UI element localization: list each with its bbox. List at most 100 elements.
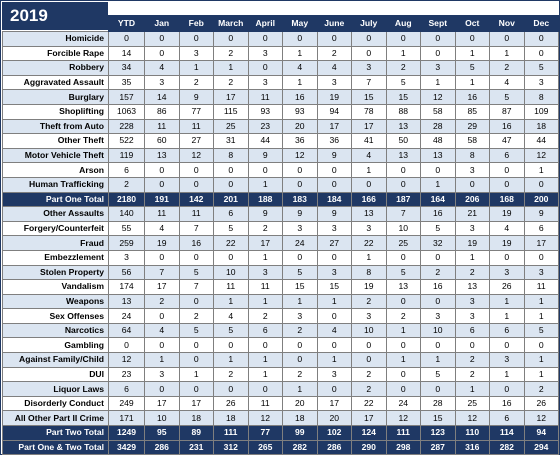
table-row: Sex Offenses 24 0 2 4 2 3 0 3 2 3 3 1 1 [2,308,559,324]
month-cell: 11 [213,279,249,295]
month-cell: 58 [454,133,490,149]
month-cell: 0 [489,31,525,47]
row-label: Disorderly Conduct [2,395,109,412]
month-cell: 164 [420,191,456,208]
column-header-june: June [316,15,352,32]
month-cell: 44 [247,133,283,149]
month-cell: 6 [454,322,490,339]
ytd-cell: 259 [108,235,145,251]
month-cell: 58 [420,103,456,120]
month-cell: 94 [523,425,559,441]
ytd-cell: 1249 [108,425,145,441]
month-cell: 1 [213,352,249,368]
month-cell: 0 [282,337,318,354]
month-cell: 10 [385,220,421,237]
month-cell: 19 [316,89,352,105]
month-cell: 3 [489,352,525,368]
month-cell: 0 [247,60,283,76]
month-cell: 7 [178,279,214,295]
month-cell: 0 [247,31,283,47]
month-cell: 0 [523,31,559,47]
month-cell: 1 [144,352,180,368]
month-cell: 2 [178,308,214,324]
month-cell: 0 [523,249,559,266]
month-cell: 1 [454,381,490,397]
month-cell: 1 [420,74,456,91]
month-cell: 0 [178,352,214,368]
month-cell: 124 [351,425,387,441]
month-cell: 0 [385,366,421,383]
month-cell: 12 [454,410,490,427]
month-cell: 3 [282,308,318,324]
month-cell: 3 [247,74,283,91]
month-cell: 2 [489,60,525,76]
table-row: Arson 6 0 0 0 0 0 0 1 0 0 3 0 1 [2,162,559,178]
month-cell: 0 [316,249,352,266]
month-cell: 0 [454,176,490,193]
month-cell: 29 [454,118,490,135]
month-cell: 13 [144,147,180,164]
month-cell: 0 [316,162,352,178]
column-header-oct: Oct [454,15,490,32]
month-cell: 1 [247,366,283,383]
month-cell: 0 [385,31,421,47]
month-cell: 5 [420,366,456,383]
month-cell: 1 [247,249,283,266]
table-row: Liquor Laws 6 0 0 0 0 1 0 2 0 0 1 0 2 [2,381,559,397]
month-cell: 78 [351,103,387,120]
month-cell: 26 [213,395,249,412]
ytd-cell: 6 [108,381,145,397]
ytd-cell: 55 [108,220,145,237]
table-row: Motor Vehicle Theft 119 13 12 8 9 12 9 4 13 13 8 6 12 [2,147,559,164]
month-cell: 17 [316,395,352,412]
month-cell: 2 [351,381,387,397]
month-cell: 3 [316,264,352,281]
month-cell: 18 [282,410,318,427]
month-cell: 50 [385,133,421,149]
month-cell: 16 [420,206,456,222]
ytd-cell: 14 [108,45,145,62]
table-row: Against Family/Child 12 1 0 1 1 0 1 0 1 1 2 3 1 [2,352,559,368]
month-cell: 1 [454,45,490,62]
month-cell: 11 [144,118,180,135]
month-cell: 12 [247,410,283,427]
table-row: Weapons 13 2 0 1 1 1 1 2 0 0 3 1 1 [2,293,559,310]
month-cell: 17 [351,410,387,427]
month-cell: 5 [213,220,249,237]
month-cell: 1 [178,60,214,76]
row-label: Motor Vehicle Theft [2,147,109,164]
month-cell: 114 [489,425,525,441]
month-cell: 1 [282,74,318,91]
month-cell: 231 [178,439,214,455]
month-cell: 3 [454,308,490,324]
month-cell: 16 [420,279,456,295]
month-cell: 3 [316,74,352,91]
month-cell: 20 [282,118,318,135]
row-label: Embezzlement [2,249,109,266]
month-cell: 3 [351,60,387,76]
month-cell: 1 [454,74,490,91]
month-cell: 110 [454,425,490,441]
month-cell: 3 [144,74,180,91]
column-header-ytd: YTD [108,15,145,32]
total-row: Part One Total 2180 191 142 201 188 183 184 166 1… [2,191,559,208]
month-cell: 18 [523,118,559,135]
month-cell: 5 [178,322,214,339]
month-cell: 0 [420,381,456,397]
month-cell: 31 [213,133,249,149]
month-cell: 0 [351,337,387,354]
month-cell: 3 [351,308,387,324]
month-cell: 1 [247,293,283,310]
column-header-may: May [282,15,318,32]
month-cell: 17 [213,89,249,105]
month-cell: 0 [282,249,318,266]
month-cell: 88 [385,103,421,120]
month-cell: 18 [178,410,214,427]
month-cell: 290 [351,439,387,455]
month-cell: 17 [144,395,180,412]
month-cell: 22 [213,235,249,251]
table-row: Forgery/Counterfeit 55 4 7 5 2 3 3 3 10 5 3 4 6 [2,220,559,237]
month-cell: 4 [316,322,352,339]
month-cell: 1 [282,381,318,397]
month-cell: 5 [523,322,559,339]
